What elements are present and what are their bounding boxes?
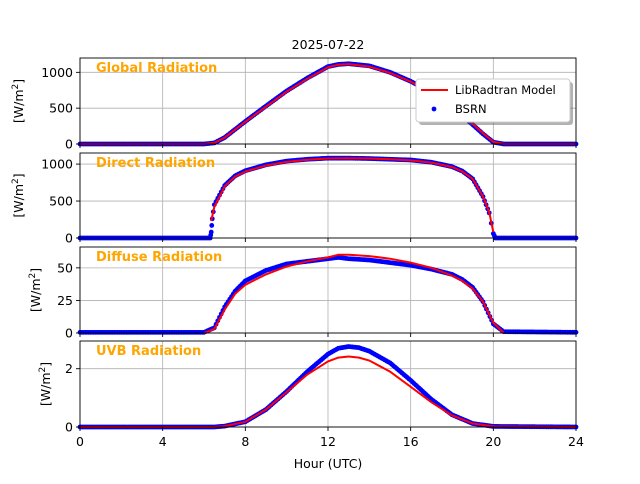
x-tick-labels: 0 4 8 12 16 20 24	[76, 434, 584, 449]
y-tick-label: 500	[49, 101, 73, 116]
y-tick-label: 1000	[41, 157, 73, 172]
y-tick-label: 25	[57, 293, 73, 308]
x-tick-label: 0	[76, 434, 84, 449]
y-tick-label: 0	[65, 231, 73, 246]
panel-3-title: Diffuse Radiation	[96, 250, 222, 265]
x-tick-label: 8	[241, 434, 249, 449]
x-tick-label: 20	[485, 434, 501, 449]
panel-3: 0 25 50 [W/m2] Diffuse Radiation	[28, 246, 579, 341]
legend-model-label: LibRadtran Model	[455, 83, 556, 97]
panel-1-title: Global Radiation	[96, 61, 217, 76]
panel-2: 0 500 1000 [W/m2] Direct Radiation	[11, 152, 579, 246]
y-axis-label: [W/m2]	[28, 268, 43, 312]
y-tick-label: 0	[65, 326, 73, 341]
x-axis-label: Hour (UTC)	[294, 456, 363, 471]
y-axis-label: [W/m2]	[11, 79, 26, 123]
panel-4: 0 2 [W/m2] UVB Radiation	[38, 340, 579, 435]
panel-4-bsrn-series	[77, 344, 579, 430]
legend-bsrn-swatch	[431, 106, 437, 112]
legend: LibRadtran Model BSRN	[415, 78, 573, 125]
y-tick-label: 50	[57, 260, 73, 275]
panel-2-model-line	[210, 157, 495, 233]
bsrn-point	[208, 229, 214, 235]
x-tick-label: 4	[159, 434, 167, 449]
x-tick-label: 24	[568, 434, 584, 449]
panel-3-model-line	[203, 253, 505, 334]
x-tick-label: 16	[403, 434, 419, 449]
y-axis-label: [W/m2]	[38, 362, 53, 406]
y-tick-label: 0	[65, 420, 73, 435]
bsrn-point	[209, 223, 215, 228]
panel-4-model-line	[80, 355, 577, 428]
panel-4-title: UVB Radiation	[96, 344, 201, 359]
panel-1: 0 500 1000 [W/m2] Global Radiation	[11, 57, 579, 152]
panel-1-model-line	[80, 63, 576, 145]
legend-box	[415, 78, 571, 123]
x-tick-label: 12	[320, 434, 336, 449]
y-tick-label: 500	[49, 194, 73, 209]
legend-bsrn-label: BSRN	[455, 102, 487, 116]
y-tick-label: 2	[65, 361, 73, 376]
panel-2-title: Direct Radiation	[96, 156, 215, 171]
chart-title: 2025-07-22	[292, 37, 365, 52]
y-tick-label: 1000	[41, 65, 73, 80]
y-tick-label: 0	[65, 137, 73, 152]
y-axis-label: [W/m2]	[11, 173, 26, 217]
